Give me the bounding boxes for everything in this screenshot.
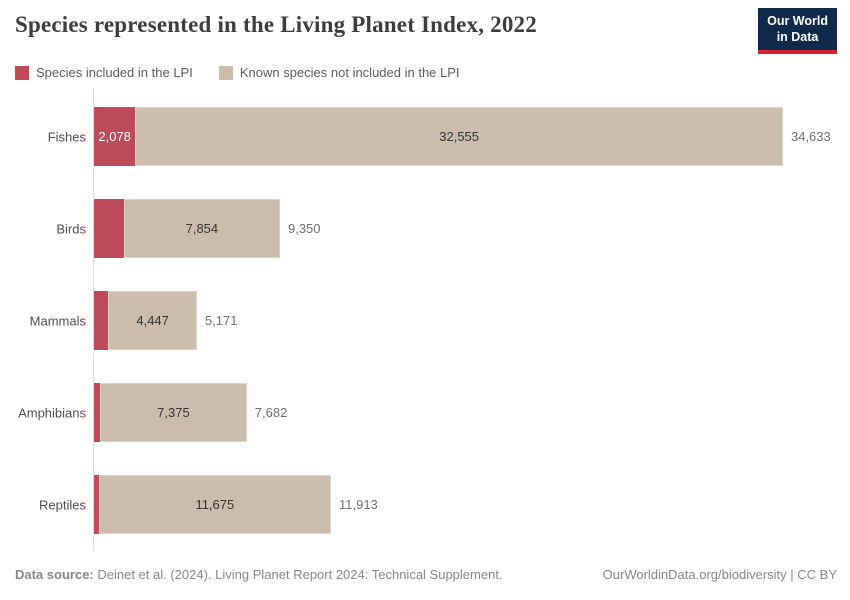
bar-segment-not-included-birds[interactable]: 7,854	[123, 199, 280, 258]
legend-item-label: Species included in the LPI	[36, 65, 193, 80]
owid-logo[interactable]: Our World in Data	[758, 8, 837, 55]
owid-logo-line2: in Data	[776, 29, 819, 44]
total-label-reptiles: 11,913	[338, 497, 378, 512]
footer: Data source: Deinet et al. (2024). Livin…	[15, 567, 837, 582]
bar-segment-included-mammals[interactable]	[94, 291, 109, 350]
bar-row-reptiles: 11,675 11,913	[94, 475, 378, 534]
bar-segment-included-fishes[interactable]: 2,078	[94, 107, 136, 166]
category-label-amphibians: Amphibians	[18, 405, 86, 420]
bar-row-fishes: 2,078 32,555 34,633	[94, 107, 831, 166]
category-label-reptiles: Reptiles	[39, 497, 86, 512]
category-label-birds: Birds	[56, 221, 86, 236]
bar-segment-included-amphibians[interactable]	[94, 383, 101, 442]
bar-segment-included-reptiles[interactable]	[94, 475, 99, 534]
data-source-note: Data source: Deinet et al. (2024). Livin…	[15, 567, 503, 582]
bar-segment-not-included-fishes[interactable]: 32,555	[135, 107, 783, 166]
category-label-mammals: Mammals	[29, 313, 86, 328]
total-label-mammals: 5,171	[204, 313, 238, 328]
bar-segment-not-included-amphibians[interactable]: 7,375	[100, 383, 247, 442]
y-axis-line	[93, 88, 94, 551]
bar-segment-not-included-mammals[interactable]: 4,447	[108, 291, 197, 350]
total-label-birds: 9,350	[287, 221, 321, 236]
legend-item-not-included[interactable]: Known species not included in the LPI	[218, 65, 460, 80]
legend-item-included[interactable]: Species included in the LPI	[15, 65, 193, 80]
bar-row-mammals: 4,447 5,171	[94, 291, 237, 350]
bar-segment-not-included-reptiles[interactable]: 11,675	[98, 475, 331, 534]
owid-logo-line1: Our World	[767, 14, 828, 28]
legend-item-label: Known species not included in the LPI	[239, 65, 460, 80]
legend-swatch-icon	[15, 65, 29, 80]
bar-segment-included-birds[interactable]	[94, 199, 124, 258]
data-source-label: Data source:	[15, 567, 94, 582]
total-label-amphibians: 7,682	[254, 405, 288, 420]
bar-row-amphibians: 7,375 7,682	[94, 383, 287, 442]
page-title: Species represented in the Living Planet…	[15, 12, 537, 37]
bar-chart: Fishes 2,078 32,555 34,633 Birds 7,854 9,350 Ma…	[0, 88, 850, 557]
legend: Species included in the LPI Known species…	[15, 65, 460, 80]
legend-swatch-icon	[218, 65, 233, 80]
total-label-fishes: 34,633	[790, 129, 831, 144]
bar-row-birds: 7,854 9,350	[94, 199, 321, 258]
data-source-text: Deinet et al. (2024). Living Planet Repo…	[93, 567, 503, 582]
credit-link[interactable]: OurWorldinData.org/biodiversity | CC BY	[602, 567, 837, 582]
category-label-fishes: Fishes	[47, 129, 86, 144]
